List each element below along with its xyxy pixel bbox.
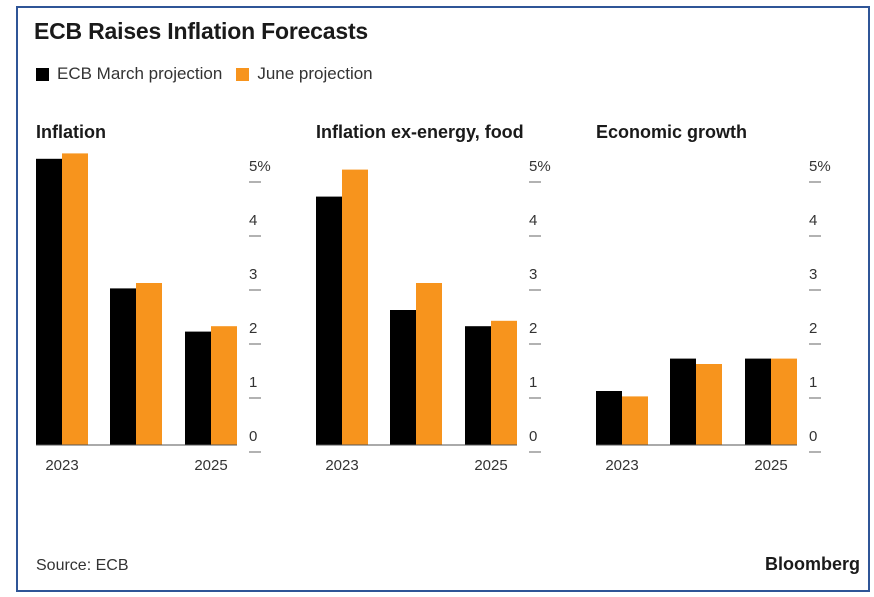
brand-logo: Bloomberg [765, 554, 861, 574]
chart-title: ECB Raises Inflation Forecasts [34, 18, 368, 44]
legend-swatch-march [36, 67, 49, 81]
panel-2-tick-label-5: 5% [529, 158, 551, 175]
panel-2-bar-june-2025 [491, 320, 517, 445]
panel-2-tick-label-0: 0 [529, 428, 537, 445]
panel-3-tick-label-0: 0 [809, 428, 817, 445]
panel-3-bar-march-2025 [745, 358, 771, 445]
panel-2-x-label-2025: 2025 [474, 457, 507, 474]
panel-3-tick-label-2: 2 [809, 320, 817, 337]
panel-3-x-label-2023: 2023 [605, 457, 638, 474]
panel-1-x-label-2025: 2025 [194, 457, 227, 474]
legend: ECB March projection June projection [36, 64, 387, 84]
panel-3-tick-label-1: 1 [809, 374, 817, 391]
panel-3-title: Economic growth [596, 122, 747, 142]
panel-2-x-label-2023: 2023 [325, 457, 358, 474]
panel-1-tick-label-3: 3 [249, 266, 257, 283]
panel-3-bar-march-2024 [670, 358, 696, 445]
legend-label-june: June projection [257, 64, 373, 83]
panel-2-tick-label-1: 1 [529, 374, 537, 391]
panel-2-tick-label-4: 4 [529, 212, 537, 229]
legend-item-june: June projection [236, 64, 373, 84]
panel-2-title: Inflation ex-energy, food [316, 122, 524, 142]
panel-1-bar-june-2023 [62, 153, 88, 445]
panel-3-tick-label-4: 4 [809, 212, 817, 229]
panel-2-bar-march-2023 [316, 196, 342, 445]
legend-swatch-june [236, 67, 250, 81]
panel-1-bar-june-2025 [211, 326, 237, 445]
panel-3-x-label-2025: 2025 [754, 457, 787, 474]
panel-3-tick-label-5: 5% [809, 158, 831, 175]
panel-3-tick-label-3: 3 [809, 266, 817, 283]
panel-3-bar-june-2023 [622, 396, 648, 445]
panel-3-bar-june-2025 [771, 358, 797, 445]
panel-1-bar-march-2025 [185, 331, 211, 445]
panel-3-bar-june-2024 [696, 364, 722, 445]
panel-1-tick-label-2: 2 [249, 320, 257, 337]
panel-1-bar-march-2023 [36, 158, 62, 446]
panel-1-bar-june-2024 [136, 283, 162, 445]
panel-1-tick-label-0: 0 [249, 428, 257, 445]
panel-2-bar-june-2023 [342, 169, 368, 445]
panel-1-tick-label-5: 5% [249, 158, 271, 175]
panel-3-bar-march-2023 [596, 391, 622, 445]
legend-label-march: ECB March projection [57, 64, 223, 83]
panel-2-tick-label-3: 3 [529, 266, 537, 283]
panel-2-bar-june-2024 [416, 283, 442, 445]
source-note: Source: ECB [36, 557, 129, 574]
panel-1-x-label-2023: 2023 [45, 457, 78, 474]
panel-2-bar-march-2024 [390, 310, 416, 445]
panel-1-tick-label-4: 4 [249, 212, 257, 229]
panel-1-title: Inflation [36, 122, 106, 142]
panel-1-bar-march-2024 [110, 288, 136, 445]
panel-2-tick-label-2: 2 [529, 320, 537, 337]
panel-2-bar-march-2025 [465, 326, 491, 445]
panel-1-tick-label-1: 1 [249, 374, 257, 391]
legend-item-march: ECB March projection [36, 64, 222, 84]
